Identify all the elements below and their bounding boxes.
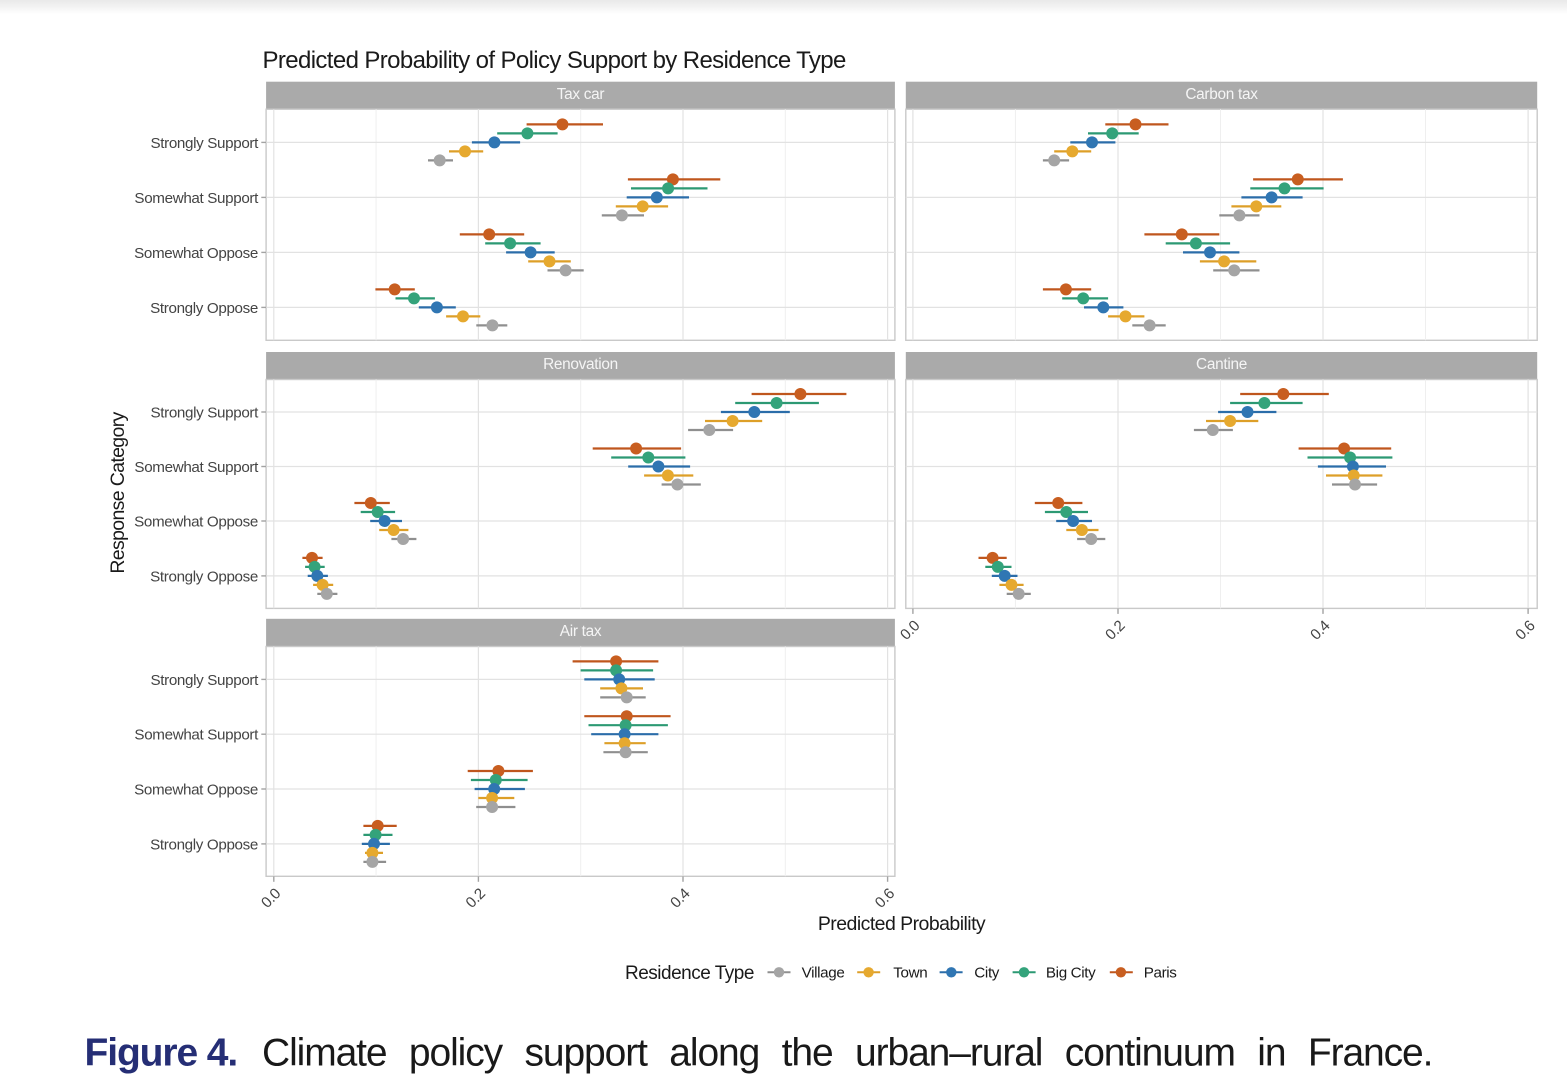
svg-text:Strongly Oppose: Strongly Oppose	[150, 300, 258, 317]
svg-text:Figure 4.: Figure 4.	[85, 1031, 238, 1074]
svg-text:Strongly Support: Strongly Support	[150, 404, 259, 421]
svg-text:Somewhat Support: Somewhat Support	[134, 727, 259, 744]
svg-text:Town: Town	[893, 965, 927, 982]
svg-text:Big City: Big City	[1046, 965, 1096, 982]
svg-text:Paris: Paris	[1144, 965, 1178, 982]
svg-text:Strongly Oppose: Strongly Oppose	[150, 568, 258, 585]
svg-text:Tax car: Tax car	[557, 86, 605, 103]
svg-text:Strongly Oppose: Strongly Oppose	[150, 836, 258, 853]
svg-text:Residence Type: Residence Type	[625, 963, 754, 984]
svg-text:Somewhat Oppose: Somewhat Oppose	[134, 513, 258, 530]
svg-text:Strongly Support: Strongly Support	[150, 672, 259, 689]
svg-text:Somewhat Support: Somewhat Support	[134, 190, 259, 207]
svg-text:Carbon tax: Carbon tax	[1185, 86, 1258, 103]
svg-text:Somewhat Oppose: Somewhat Oppose	[134, 781, 258, 798]
svg-text:Somewhat Support: Somewhat Support	[134, 459, 259, 476]
svg-text:Air tax: Air tax	[560, 623, 602, 640]
svg-text:Cantine: Cantine	[1196, 356, 1247, 373]
svg-text:Response Category: Response Category	[107, 411, 129, 573]
svg-text:City: City	[974, 965, 1000, 982]
svg-text:Climate policy support along t: Climate policy support along the urban–r…	[262, 1031, 1432, 1074]
svg-text:Predicted Probability of Polic: Predicted Probability of Policy Support …	[263, 47, 846, 74]
svg-text:Renovation: Renovation	[543, 356, 618, 373]
svg-text:Strongly Support: Strongly Support	[150, 135, 259, 152]
svg-text:Village: Village	[802, 965, 845, 982]
svg-text:Predicted Probability: Predicted Probability	[818, 913, 986, 935]
svg-text:Somewhat Oppose: Somewhat Oppose	[134, 245, 258, 262]
